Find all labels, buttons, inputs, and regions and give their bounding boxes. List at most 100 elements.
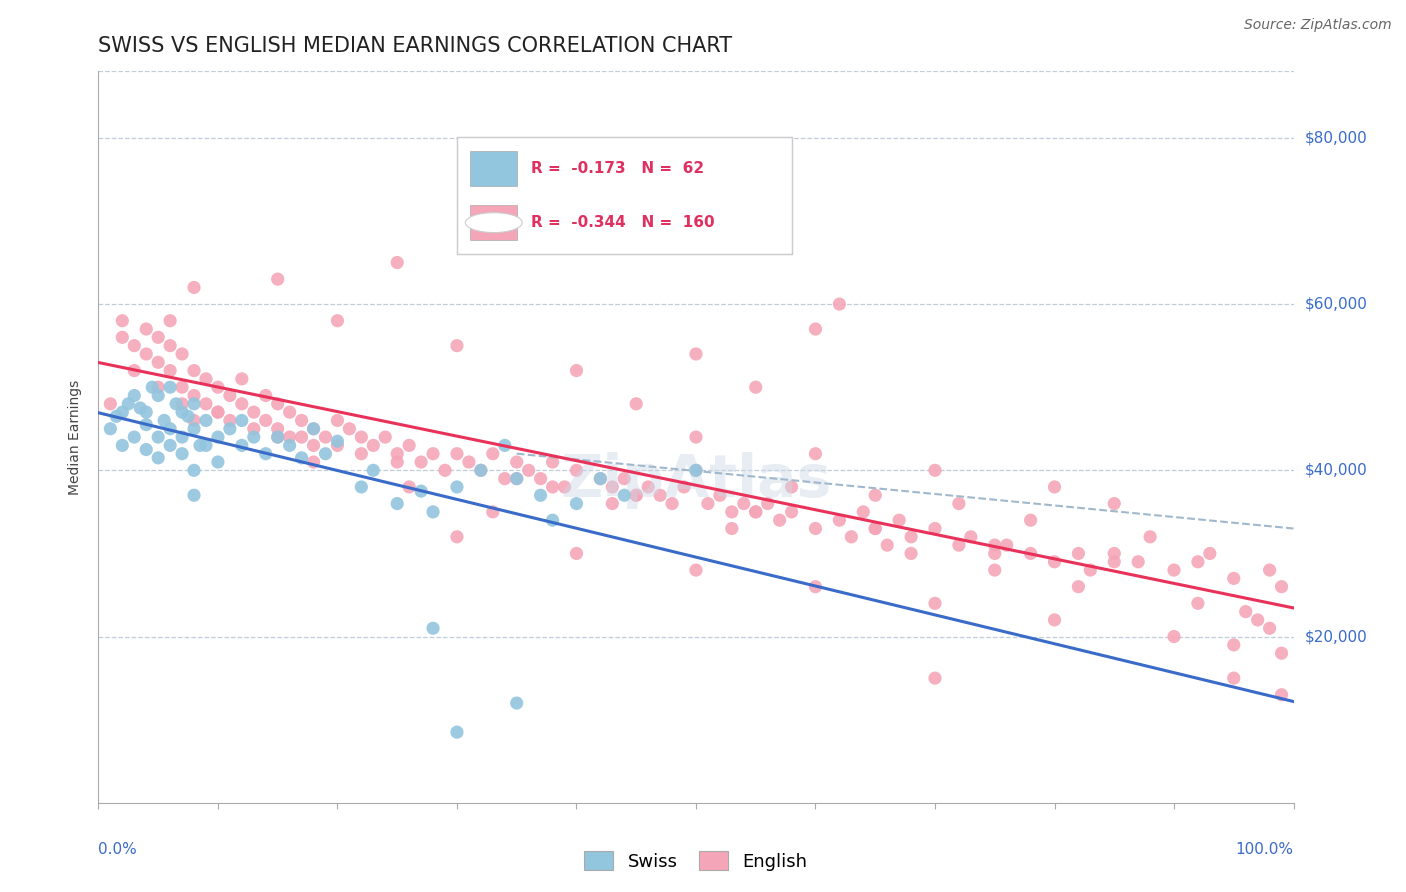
- Point: [207, 455, 229, 469]
- Point: [363, 463, 385, 477]
- Point: [852, 505, 875, 519]
- Point: [637, 480, 659, 494]
- Point: [183, 388, 205, 402]
- Point: [148, 388, 170, 402]
- Point: [183, 463, 205, 477]
- Point: [529, 472, 551, 486]
- Point: [863, 488, 886, 502]
- Point: [697, 497, 720, 511]
- Point: [290, 430, 312, 444]
- Point: [350, 430, 373, 444]
- Point: [1198, 546, 1220, 560]
- Point: [721, 505, 744, 519]
- Point: [129, 401, 152, 415]
- Point: [231, 438, 253, 452]
- Point: [541, 455, 564, 469]
- Point: [1258, 563, 1281, 577]
- Point: [506, 696, 529, 710]
- Point: [446, 725, 468, 739]
- Point: [148, 450, 170, 465]
- Point: [135, 405, 157, 419]
- Point: [326, 438, 349, 452]
- Point: [183, 488, 205, 502]
- Point: [1222, 571, 1246, 585]
- Point: [721, 521, 744, 535]
- Point: [529, 488, 551, 502]
- Point: [661, 497, 683, 511]
- Point: [900, 530, 922, 544]
- Point: [745, 505, 768, 519]
- Point: [219, 413, 242, 427]
- Point: [135, 417, 157, 432]
- Point: [326, 413, 349, 427]
- Point: [517, 463, 540, 477]
- Point: [111, 405, 134, 419]
- Point: [159, 314, 181, 328]
- Point: [613, 488, 636, 502]
- Point: [117, 397, 139, 411]
- Point: [148, 380, 170, 394]
- Point: [398, 480, 420, 494]
- Point: [219, 422, 242, 436]
- Point: [267, 430, 290, 444]
- Point: [446, 530, 468, 544]
- Point: [148, 355, 170, 369]
- Point: [780, 480, 803, 494]
- Point: [506, 472, 529, 486]
- Point: [385, 497, 409, 511]
- Point: [481, 447, 505, 461]
- Point: [350, 480, 373, 494]
- Legend: Swiss, English: Swiss, English: [576, 844, 815, 878]
- Point: [624, 488, 647, 502]
- Text: $40,000: $40,000: [1305, 463, 1368, 478]
- Point: [302, 438, 325, 452]
- Point: [446, 339, 468, 353]
- Point: [124, 430, 146, 444]
- Point: [600, 497, 623, 511]
- Point: [983, 546, 1005, 560]
- Point: [111, 330, 134, 344]
- Point: [780, 505, 803, 519]
- Point: [172, 405, 194, 419]
- Point: [685, 463, 707, 477]
- Point: [135, 347, 157, 361]
- Point: [326, 314, 349, 328]
- Point: [177, 409, 200, 424]
- Point: [254, 413, 277, 427]
- Point: [685, 430, 707, 444]
- Point: [1019, 513, 1042, 527]
- Point: [411, 455, 433, 469]
- Point: [422, 621, 444, 635]
- Point: [506, 455, 529, 469]
- Point: [1139, 530, 1161, 544]
- FancyBboxPatch shape: [471, 152, 517, 186]
- Point: [613, 472, 636, 486]
- Point: [756, 497, 779, 511]
- Point: [153, 413, 176, 427]
- Point: [302, 422, 325, 436]
- Point: [565, 463, 588, 477]
- Text: $60,000: $60,000: [1305, 297, 1368, 311]
- Point: [148, 430, 170, 444]
- Point: [188, 438, 211, 452]
- Point: [733, 497, 755, 511]
- Point: [141, 380, 163, 394]
- Point: [685, 563, 707, 577]
- Point: [685, 347, 707, 361]
- Point: [889, 513, 911, 527]
- Point: [254, 447, 277, 461]
- Point: [624, 397, 647, 411]
- Point: [207, 380, 229, 394]
- Point: [1222, 671, 1246, 685]
- Text: Source: ZipAtlas.com: Source: ZipAtlas.com: [1244, 18, 1392, 32]
- Point: [267, 430, 290, 444]
- Point: [709, 488, 731, 502]
- Point: [959, 530, 981, 544]
- Point: [98, 422, 122, 436]
- Point: [172, 447, 194, 461]
- Point: [839, 530, 862, 544]
- Point: [172, 347, 194, 361]
- Point: [302, 422, 325, 436]
- Point: [159, 380, 181, 394]
- Point: [315, 430, 337, 444]
